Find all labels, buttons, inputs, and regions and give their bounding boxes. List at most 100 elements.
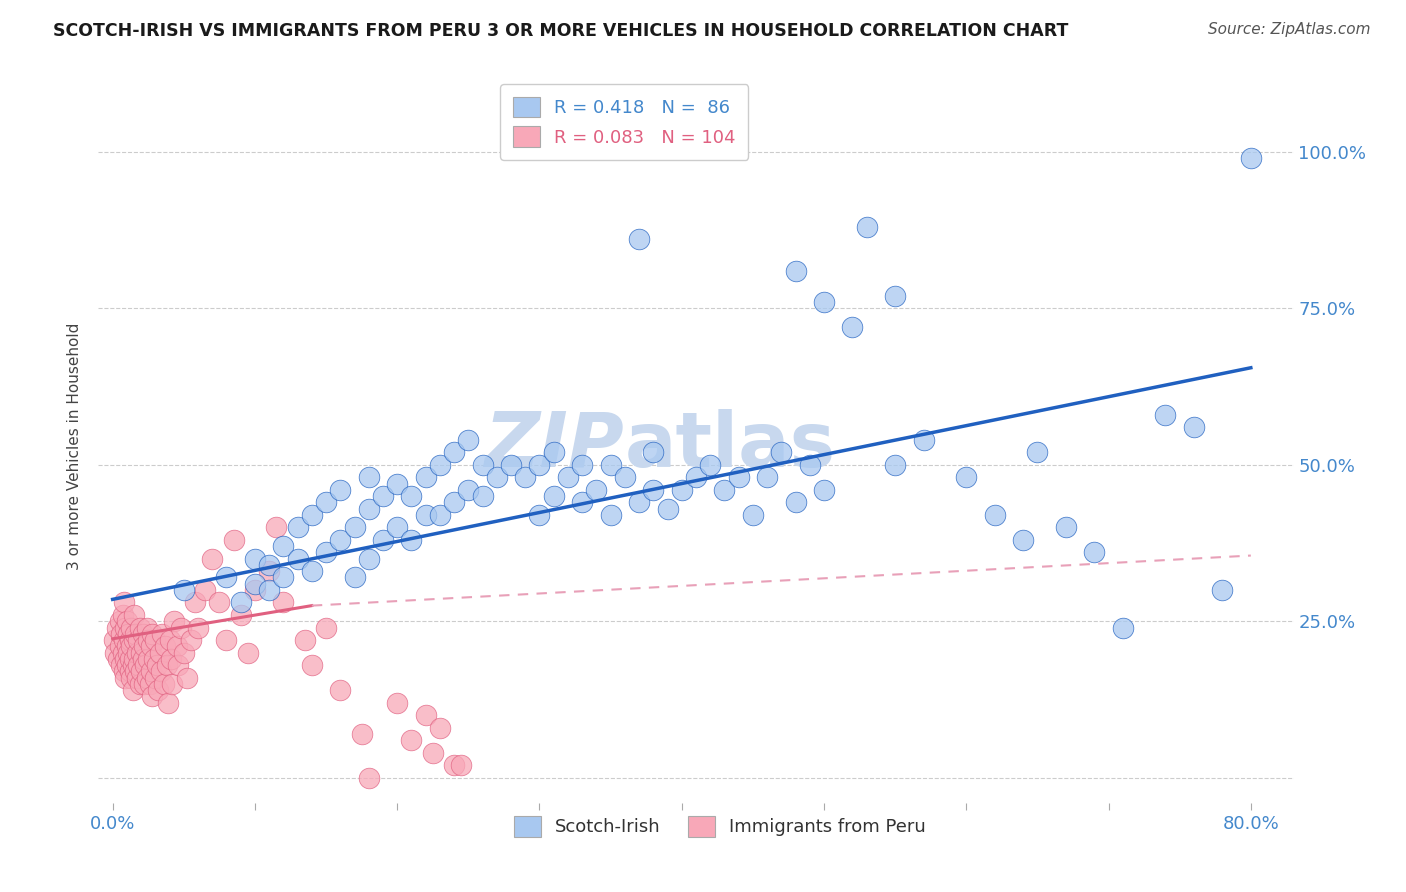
Point [657, 501, 679, 516]
Point [105, 621, 128, 635]
Point [1083, 545, 1105, 559]
Point [139, 640, 162, 654]
Point [599, 458, 621, 472]
Point [141, 690, 163, 704]
Point [229, 607, 252, 622]
Point [149, 646, 172, 660]
Point [112, 665, 135, 679]
Point [471, 489, 494, 503]
Point [628, 495, 651, 509]
Point [357, 771, 380, 785]
Point [124, 665, 146, 679]
Point [159, 633, 181, 648]
Point [628, 232, 651, 246]
Point [713, 483, 735, 497]
Point [471, 458, 494, 472]
Point [1054, 520, 1077, 534]
Point [385, 476, 409, 491]
Point [160, 652, 183, 666]
Point [128, 621, 150, 635]
Point [257, 558, 280, 572]
Point [135, 621, 157, 635]
Point [855, 219, 877, 234]
Point [112, 633, 135, 648]
Point [543, 445, 565, 459]
Point [357, 470, 380, 484]
Point [156, 658, 179, 673]
Point [499, 458, 522, 472]
Point [557, 470, 579, 484]
Point [955, 470, 977, 484]
Point [120, 640, 142, 654]
Point [139, 665, 162, 679]
Point [599, 508, 621, 522]
Point [138, 677, 160, 691]
Point [112, 595, 135, 609]
Point [155, 640, 177, 654]
Point [110, 627, 132, 641]
Point [117, 646, 139, 660]
Point [401, 733, 423, 747]
Point [128, 677, 150, 691]
Point [529, 508, 551, 522]
Point [117, 627, 139, 641]
Point [163, 614, 186, 628]
Point [884, 289, 907, 303]
Point [813, 295, 835, 310]
Point [118, 652, 141, 666]
Point [201, 551, 224, 566]
Point [841, 320, 863, 334]
Point [273, 570, 295, 584]
Point [429, 458, 451, 472]
Point [264, 520, 287, 534]
Point [243, 582, 266, 597]
Point [127, 633, 149, 648]
Point [110, 658, 132, 673]
Point [357, 551, 380, 566]
Point [685, 470, 707, 484]
Point [180, 633, 202, 648]
Point [415, 708, 437, 723]
Point [301, 564, 323, 578]
Point [727, 470, 749, 484]
Point [184, 595, 207, 609]
Point [215, 633, 238, 648]
Point [741, 508, 763, 522]
Point [329, 483, 352, 497]
Point [329, 533, 352, 547]
Point [1182, 420, 1205, 434]
Point [357, 501, 380, 516]
Point [115, 614, 138, 628]
Point [385, 520, 409, 534]
Point [125, 671, 148, 685]
Point [485, 470, 508, 484]
Point [121, 658, 143, 673]
Point [141, 627, 163, 641]
Point [173, 646, 195, 660]
Point [122, 652, 145, 666]
Point [132, 640, 155, 654]
Point [785, 264, 807, 278]
Point [770, 445, 793, 459]
Point [457, 433, 479, 447]
Point [1211, 582, 1233, 597]
Point [273, 595, 295, 609]
Point [222, 533, 245, 547]
Point [173, 582, 195, 597]
Point [129, 646, 152, 660]
Point [756, 470, 779, 484]
Point [301, 508, 323, 522]
Point [150, 665, 173, 679]
Point [385, 696, 409, 710]
Point [785, 495, 807, 509]
Point [108, 640, 131, 654]
Point [136, 652, 159, 666]
Point [1012, 533, 1035, 547]
Point [257, 564, 280, 578]
Point [515, 470, 537, 484]
Point [415, 508, 437, 522]
Point [115, 658, 138, 673]
Point [103, 633, 125, 648]
Point [143, 633, 166, 648]
Point [543, 489, 565, 503]
